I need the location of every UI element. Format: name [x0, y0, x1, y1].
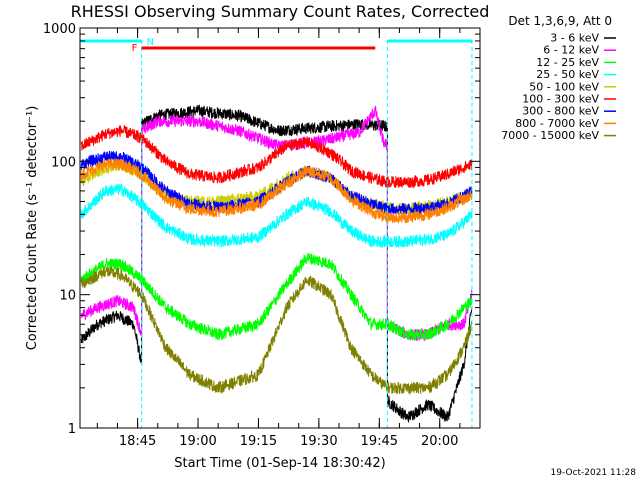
x-axis-label: Start Time (01-Sep-14 18:30:42) [174, 456, 385, 471]
y-axis-label: Corrected Count Rate (s⁻¹ detector⁻¹) [25, 106, 40, 351]
legend-label-8: 7000 - 15000 keV [501, 129, 599, 142]
series-line-3 [80, 183, 473, 248]
legend-label-1: 6 - 12 keV [543, 44, 599, 57]
x-tick-label-4: 19:45 [361, 434, 398, 449]
y-tick-label-2: 100 [51, 155, 76, 170]
series-line-2 [80, 252, 473, 341]
legend-label-4: 50 - 100 keV [529, 80, 599, 93]
x-tick-label-5: 20:00 [421, 434, 458, 449]
legend-label-2: 12 - 25 keV [536, 56, 599, 69]
chart-title: RHESSI Observing Summary Count Rates, Co… [71, 2, 490, 21]
series-line-0 [80, 104, 473, 423]
flag-label-f: F [132, 43, 138, 54]
y-tick-label-0: 1 [68, 422, 76, 437]
legend-label-3: 25 - 50 keV [536, 68, 599, 81]
x-tick-label-1: 19:00 [179, 434, 216, 449]
series-layer [80, 104, 473, 423]
x-tick-label-0: 18:45 [119, 434, 156, 449]
legend-label-0: 3 - 6 keV [550, 32, 599, 45]
series-line-5 [80, 124, 473, 190]
series-line-7 [80, 158, 473, 225]
legend-label-7: 800 - 7000 keV [515, 117, 599, 130]
y-tick-label-1: 10 [59, 289, 76, 304]
plot-frame [79, 27, 481, 429]
legend-label-6: 300 - 800 keV [522, 105, 599, 118]
x-tick-label-2: 19:15 [240, 434, 277, 449]
x-tick-label-3: 19:30 [300, 434, 337, 449]
series-line-8 [80, 266, 473, 396]
timestamp: 19-Oct-2021 11:28 [551, 468, 637, 478]
legend-label-5: 100 - 300 keV [522, 93, 599, 106]
legend-title: Det 1,3,6,9, Att 0 [508, 14, 612, 28]
y-tick-label-3: 1000 [43, 22, 76, 37]
axis-layer: 18:45 19:00 19:15 19:30 19:45 20:00 1 10 100 1000 [43, 22, 480, 449]
flag-layer: NF [80, 37, 473, 428]
flag-label-n: N [147, 37, 154, 48]
